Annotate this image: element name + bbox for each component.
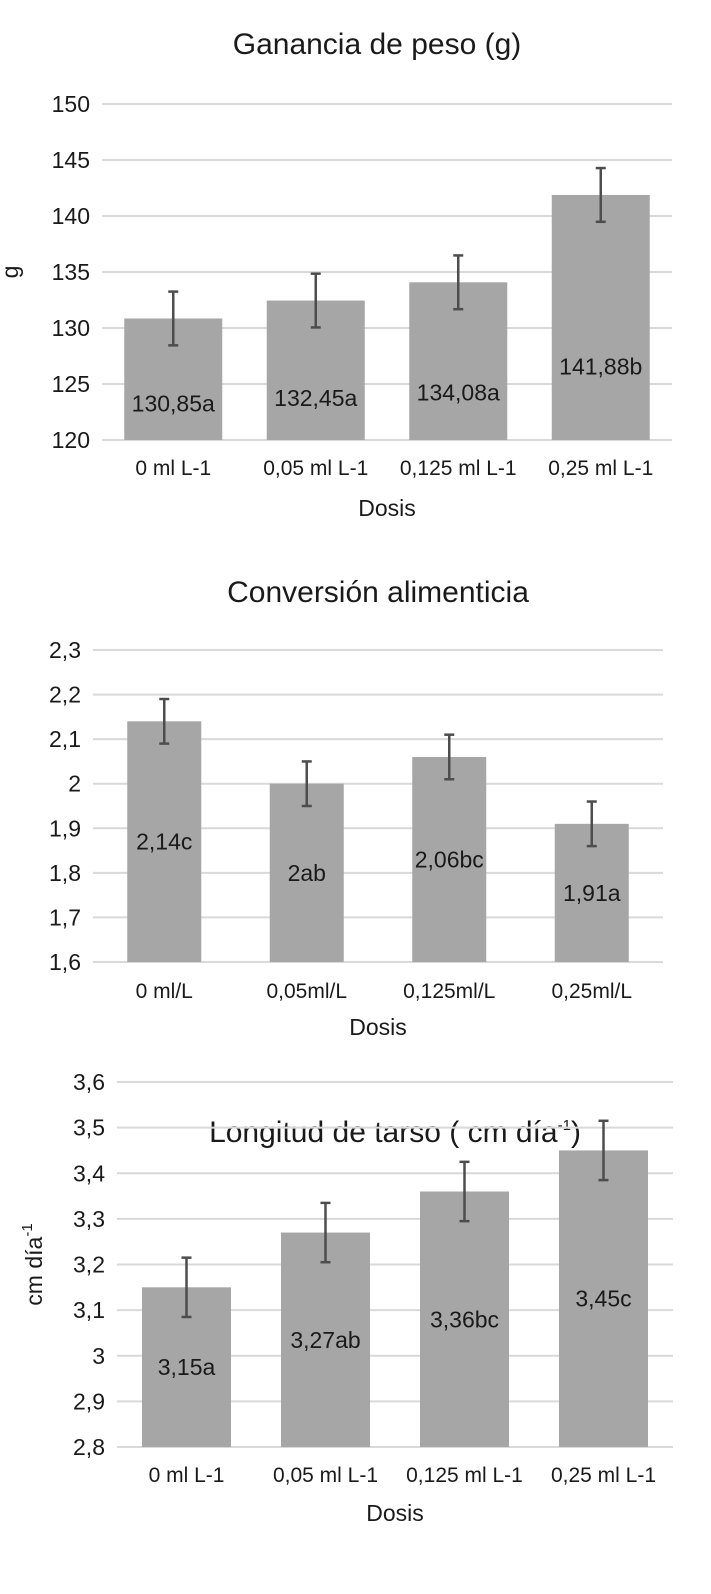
error-bar [586,800,597,848]
error-bar [159,697,170,745]
error-bar [301,760,312,808]
x-axis-title: Dosis [366,1500,424,1526]
error-bar [168,290,179,347]
x-tick-label: 0,25ml/L [551,980,632,1003]
x-tick-label: 0,25 ml L-1 [551,1464,656,1487]
data-label: 3,15a [158,1354,216,1380]
x-axis-title: Dosis [349,1014,407,1040]
bar [420,1191,509,1447]
x-tick-label: 0,05ml/L [266,980,347,1003]
error-bar [310,272,321,329]
bar [551,194,650,440]
y-tick-label: 2,2 [49,682,81,708]
y-tick-label: 1,9 [49,815,81,841]
error-bar [453,254,464,311]
y-tick-label: 120 [52,427,90,453]
x-tick-label: 0 ml L-1 [149,1464,225,1487]
y-tick-label: 125 [52,371,90,397]
data-label: 2ab [288,860,326,886]
data-label: 3,45c [575,1286,631,1312]
error-bar [444,733,455,781]
error-bar [459,1160,470,1223]
chart-title: Longitud de tarso ( cm día-1) [209,1116,581,1149]
y-tick-label: 2,1 [49,726,81,752]
x-tick-label: 0,05 ml L-1 [273,1464,378,1487]
y-tick-label: 3,5 [73,1115,105,1141]
y-tick-label: 145 [52,147,90,173]
y-tick-label: 1,8 [49,860,81,886]
x-tick-label: 0,125 ml L-1 [400,457,517,480]
data-label: 130,85a [132,391,215,417]
bar [127,721,202,962]
y-tick-label: 2,8 [73,1434,105,1460]
x-tick-label: 0,25 ml L-1 [548,457,653,480]
chart-feed-conversion: Conversión alimenticia 1,6 1,7 1,8 1,9 2 2,1 2,… [49,576,663,1040]
y-tick-label: 3,6 [73,1069,105,1095]
y-tick-label: 3,1 [73,1297,105,1323]
chart-title: Ganancia de peso (g) [233,28,522,61]
error-bar [595,166,606,224]
y-tick-label: 135 [52,259,90,285]
data-label: 2,14c [136,829,192,855]
y-tick-label: 2,3 [49,637,81,663]
y-tick-label: 1,6 [49,949,81,975]
bar [412,756,487,962]
chart-weight-gain: Ganancia de peso (g) 120 125 130 135 140 145 15… [0,28,672,521]
y-tick-label: 1,7 [49,904,81,930]
error-bar [598,1119,609,1182]
data-label: 2,06bc [415,846,484,872]
bar [281,1232,370,1447]
x-tick-label: 0,125ml/L [403,980,495,1003]
data-label: 134,08a [417,380,500,406]
x-tick-label: 0,05 ml L-1 [263,457,368,480]
y-tick-label: 2 [68,771,81,797]
data-label: 132,45a [274,385,357,411]
bar [559,1150,648,1447]
data-label: 1,91a [563,880,621,906]
error-bar [320,1201,331,1264]
data-label: 141,88b [559,353,642,379]
data-label: 3,27ab [290,1327,360,1353]
y-tick-label: 150 [52,91,90,117]
chart-title: Conversión alimenticia [227,576,529,609]
chart-tarsus-length: Longitud de tarso ( cm día-1) 2,8 2,9 3 3,1 3… [19,1069,673,1526]
x-tick-label: 0,125 ml L-1 [406,1464,523,1487]
x-tick-label: 0 ml L-1 [135,457,211,480]
y-tick-label: 3,2 [73,1252,105,1278]
y-tick-label: 3 [92,1343,105,1369]
y-tick-label: 130 [52,315,90,341]
y-axis-title: cm día-1 [19,1223,47,1305]
y-tick-label: 3,4 [73,1160,105,1186]
data-label: 3,36bc [430,1306,499,1332]
error-bar [181,1256,192,1319]
y-tick-label: 3,3 [73,1206,105,1232]
y-tick-label: 2,9 [73,1388,105,1414]
y-tick-label: 140 [52,203,90,229]
bar [269,783,344,962]
x-tick-label: 0 ml/L [136,980,193,1003]
x-axis-title: Dosis [358,495,416,521]
y-axis-title: g [0,266,23,279]
